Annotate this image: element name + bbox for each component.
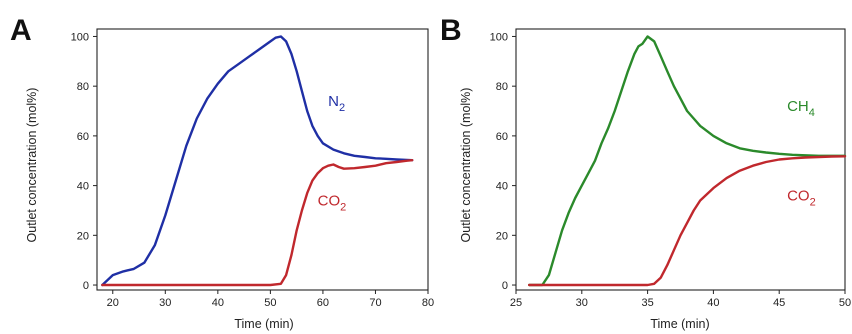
panel-b-ch4-label-main: CH xyxy=(787,98,809,115)
panel-a-co2-label-main: CO xyxy=(318,192,341,209)
panel-b-letter: B xyxy=(440,14,462,47)
panel-b-ch4-line xyxy=(528,35,847,287)
panel-b-y-tick-label: 60 xyxy=(496,131,508,143)
panel-a-n2-label-subscript: 2 xyxy=(339,102,345,114)
panel-b-x-tick-label: 30 xyxy=(576,297,588,309)
panel-b: B 25 30 35 40 45 50 0 20 40 60 80 100 CH4 CO2 Time (… xyxy=(440,14,851,331)
panel-a-n2-label-main: N xyxy=(328,93,339,110)
panel-a-y-tick-label: 20 xyxy=(77,230,89,242)
panel-b-co2-line xyxy=(528,155,847,287)
panel-b-series: CH4 CO2 xyxy=(528,35,847,287)
panel-a-y-tick-label: 40 xyxy=(77,181,89,193)
panel-a-n2-label: N2 xyxy=(328,93,345,114)
panel-a-y-tick-label: 0 xyxy=(83,280,89,292)
panel-a-y-tick-label: 100 xyxy=(71,31,89,43)
panel-a-y-tick-label: 60 xyxy=(77,131,89,143)
panel-b-x-tick-label: 40 xyxy=(707,297,719,309)
panel-a-x-tick-label: 50 xyxy=(264,297,276,309)
panel-a-co2-label: CO2 xyxy=(318,192,347,213)
panel-b-plot-frame xyxy=(515,28,846,291)
panel-a-axes: 20 30 40 50 60 70 80 0 20 40 60 80 100 xyxy=(71,28,434,309)
panel-b-y-axis-title: Outlet concentration (mol%) xyxy=(459,88,473,243)
panel-b-y-tick-label: 40 xyxy=(496,181,508,193)
panel-a-y-axis-title: Outlet concentration (mol%) xyxy=(25,88,39,243)
panel-a-x-tick-label: 80 xyxy=(422,297,434,309)
panel-b-x-tick-label: 35 xyxy=(641,297,653,309)
panel-b-x-tick-label: 45 xyxy=(773,297,785,309)
panel-a-x-tick-label: 30 xyxy=(159,297,171,309)
panel-b-x-tick-label: 25 xyxy=(510,297,522,309)
panel-a-letter: A xyxy=(10,14,32,47)
panel-a-co2-line xyxy=(101,159,414,287)
panel-b-ch4-label: CH4 xyxy=(787,98,815,119)
panel-a-x-tick-label: 40 xyxy=(212,297,224,309)
panel-a-n2-line xyxy=(101,35,414,287)
panel-b-axes: 25 30 35 40 45 50 0 20 40 60 80 100 xyxy=(490,28,851,309)
panel-b-ch4-label-subscript: 4 xyxy=(809,107,815,119)
panel-a-y-tick-label: 80 xyxy=(77,81,89,93)
panel-b-x-axis-title: Time (min) xyxy=(650,317,709,331)
panel-b-co2-label-subscript: 2 xyxy=(810,197,816,209)
panel-b-y-tick-label: 100 xyxy=(490,31,508,43)
panel-a-x-tick-label: 20 xyxy=(107,297,119,309)
panel-a-x-tick-label: 60 xyxy=(317,297,329,309)
panel-b-y-tick-label: 20 xyxy=(496,230,508,242)
panel-a-x-axis-title: Time (min) xyxy=(234,317,293,331)
panel-a-x-tick-label: 70 xyxy=(369,297,381,309)
panel-a-plot-frame xyxy=(96,28,429,291)
panel-b-x-tick-label: 50 xyxy=(839,297,851,309)
panel-a-co2-label-subscript: 2 xyxy=(340,201,346,213)
panel-b-y-tick-label: 0 xyxy=(502,280,508,292)
panel-b-co2-label: CO2 xyxy=(787,188,816,209)
panel-b-y-tick-label: 80 xyxy=(496,81,508,93)
panel-b-co2-label-main: CO xyxy=(787,188,810,205)
